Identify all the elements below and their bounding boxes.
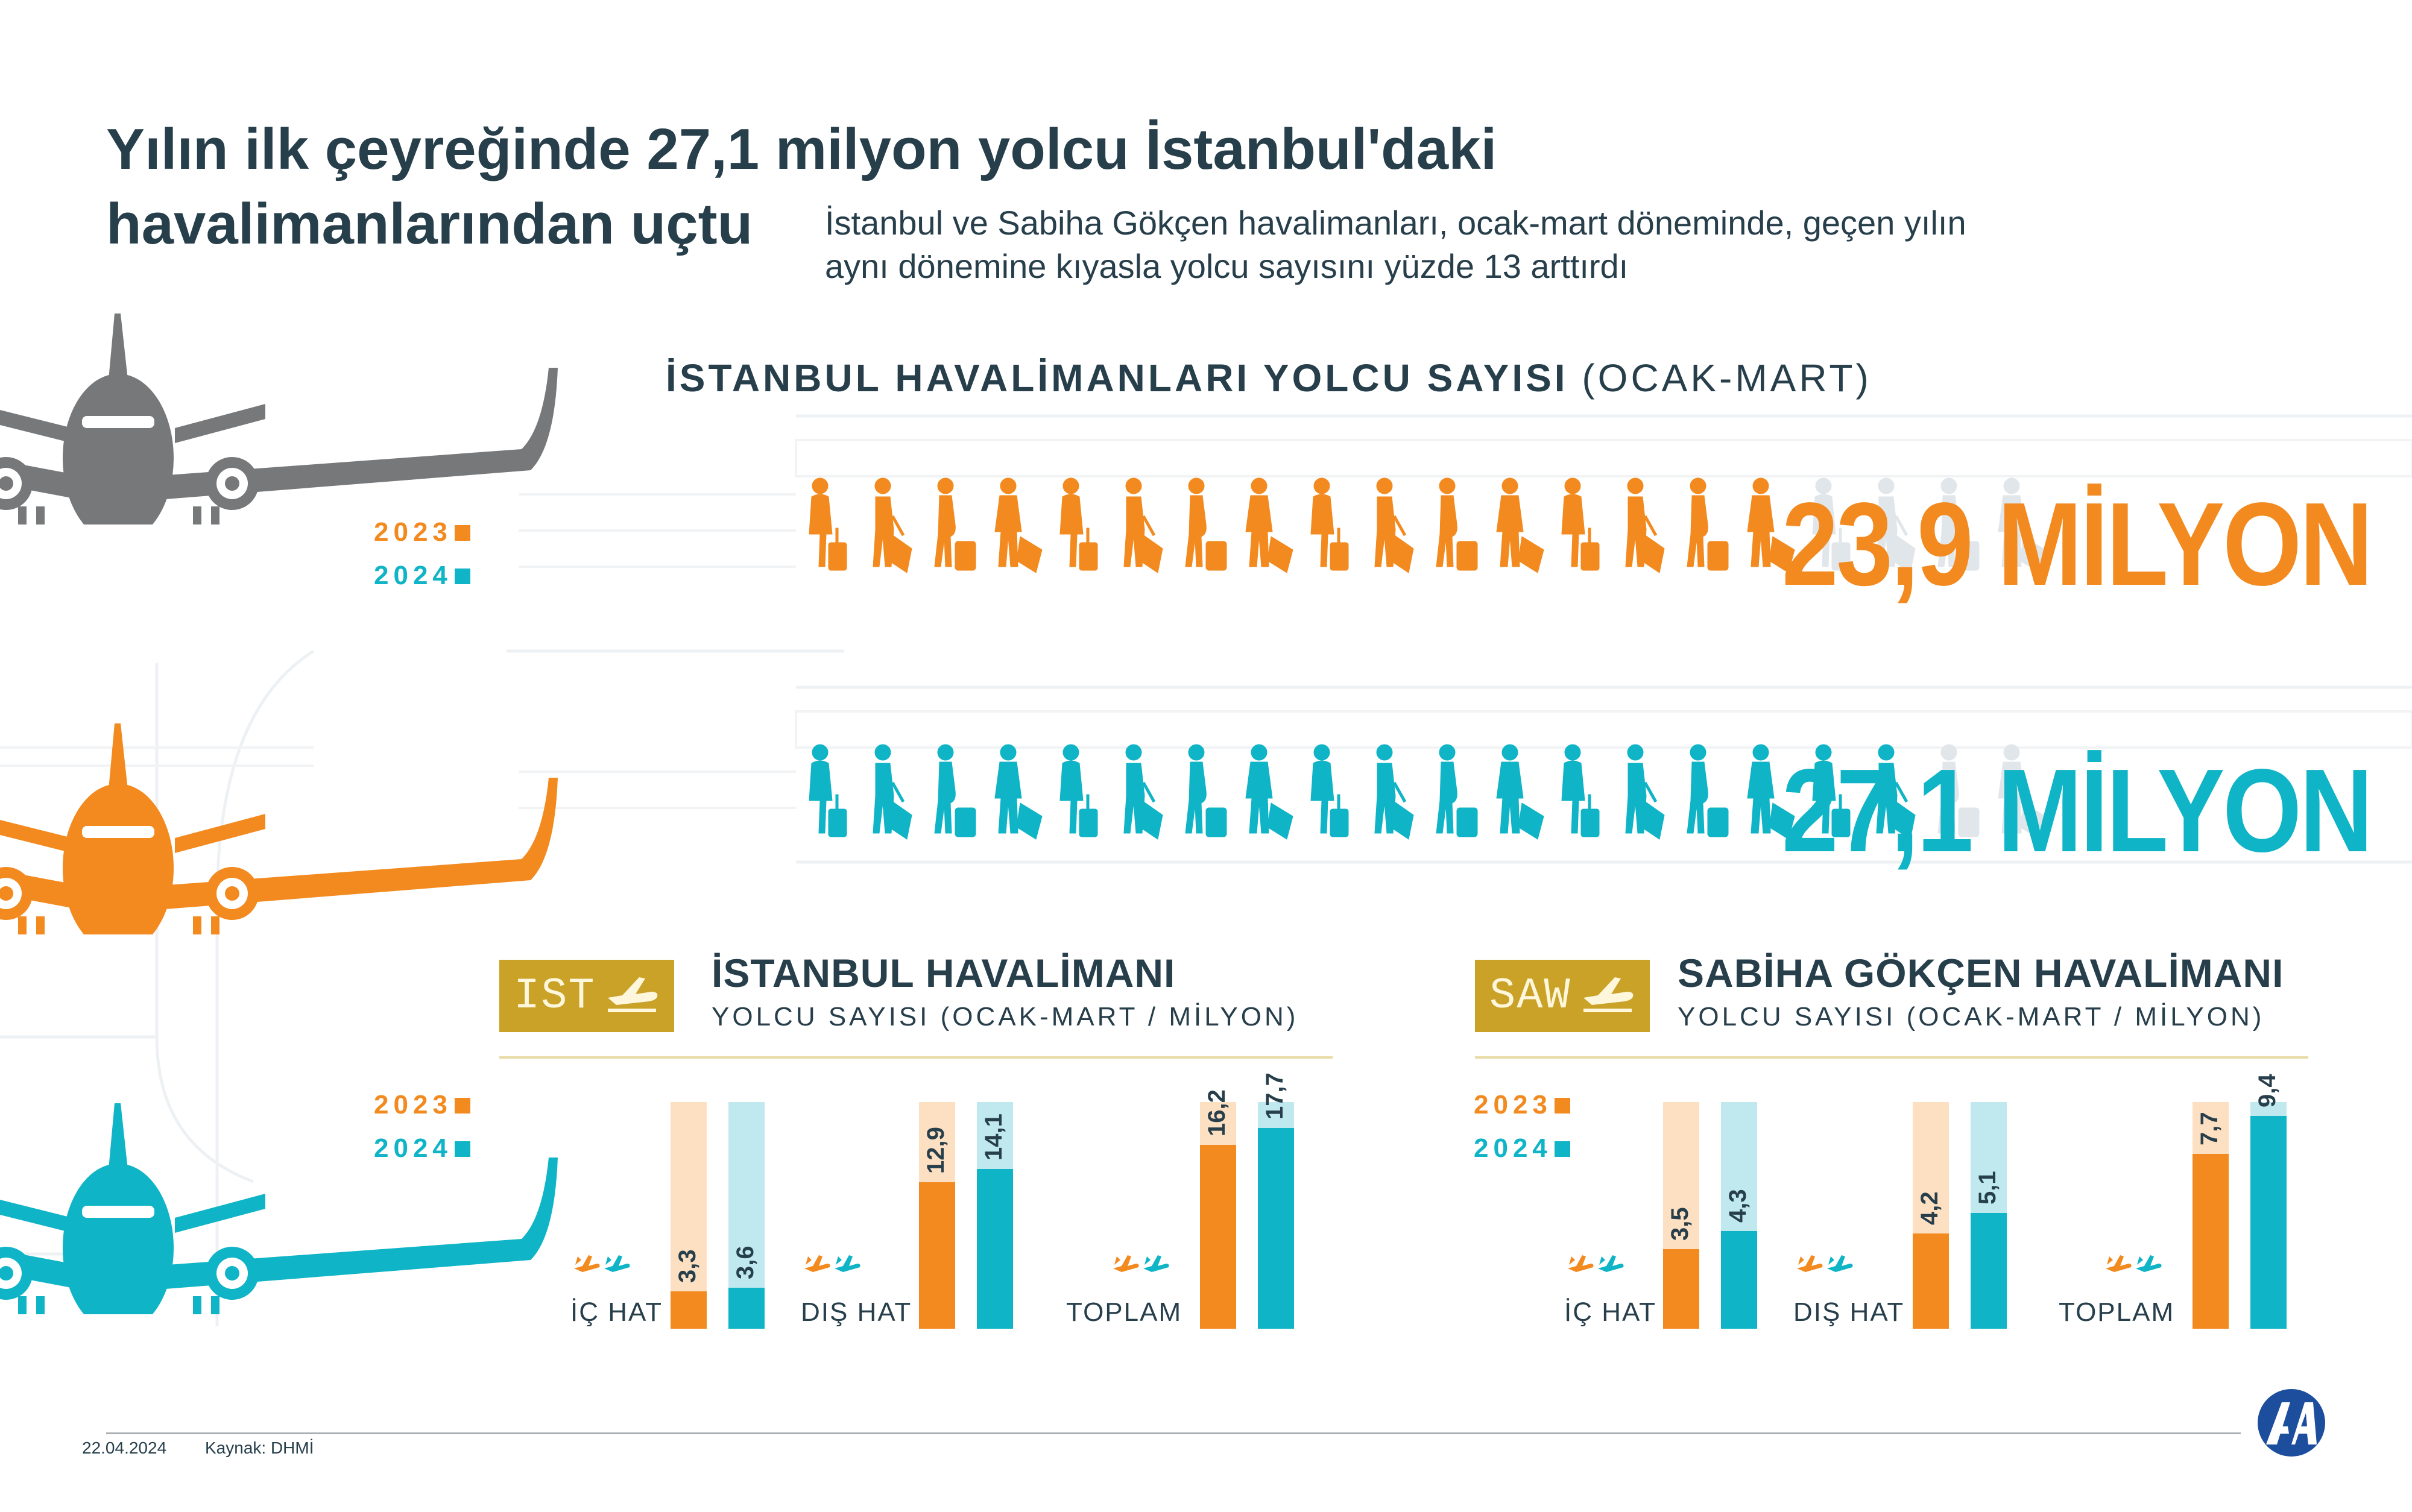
traveler-icon: [934, 744, 976, 837]
teal-airplane-icon: [0, 1103, 558, 1314]
legend-2023-label: 2023: [1474, 1090, 1552, 1120]
ist-airport-subtitle: YOLCU SAYISI (OCAK-MART / MİLYON): [712, 1002, 1299, 1032]
total-2023-value: 23,9 MİLYON: [1782, 478, 2373, 610]
people-row-2024: [809, 744, 2046, 840]
section-title: İSTANBUL HAVALİMANLARI YOLCU SAYISI (OCA…: [666, 356, 1872, 400]
legend-2023-swatch: [1554, 1098, 1570, 1114]
traveler-icon: [1876, 477, 1916, 573]
traveler-icon: [1310, 477, 1349, 571]
traveler-icon: [1496, 744, 1544, 840]
departure-plane-icon: [1583, 977, 1633, 1012]
gray-airplane-icon: [0, 313, 558, 524]
subtitle-line-2: aynı dönemine kıyasla yolcu sayısını yüz…: [825, 247, 1629, 285]
legend-2023-label: 2023: [374, 517, 452, 547]
ist-badge-label: IST: [514, 971, 596, 1021]
traveler-icon: [1245, 744, 1293, 840]
saw-airport-subtitle: YOLCU SAYISI (OCAK-MART / MİLYON): [1678, 1002, 2265, 1032]
page-title: Yılın ilk çeyreğinde 27,1 milyon yolcu İ…: [106, 112, 1614, 262]
traveler-icon: [1185, 477, 1227, 571]
traveler-icon: [1310, 744, 1349, 837]
legend-2024-swatch: [454, 569, 470, 584]
departure-plane-icon: [607, 977, 657, 1012]
traveler-icon: [809, 744, 847, 837]
traveler-icon: [1123, 744, 1163, 840]
traveler-icon: [1123, 477, 1163, 573]
ist-airport-name: İSTANBUL HAVALİMANI: [712, 951, 1176, 995]
traveler-icon: [1687, 477, 1729, 571]
legend-2024-label: 2024: [374, 1133, 452, 1163]
legend-2024-swatch: [454, 1141, 470, 1157]
traveler-icon: [1185, 744, 1227, 837]
traveler-icon: [1937, 477, 1980, 571]
traveler-icon: [809, 477, 847, 571]
traveler-icon: [1998, 477, 2046, 573]
legend-2024-top: 2024: [374, 561, 470, 591]
ist-badge: IST: [499, 960, 674, 1032]
legend-2023-swatch: [454, 1098, 470, 1114]
aa-logo-icon: [2258, 1389, 2325, 1457]
page-subtitle: İstanbul ve Sabiha Gökçen havalimanları,…: [825, 201, 2212, 288]
traveler-icon: [1812, 744, 1851, 837]
traveler-icon: [994, 477, 1043, 573]
traveler-icon: [1812, 477, 1851, 571]
traveler-icon: [1059, 477, 1098, 571]
section-title-bold: İSTANBUL HAVALİMANLARI YOLCU SAYISI: [666, 356, 1568, 400]
traveler-icon: [1561, 477, 1600, 571]
traveler-icon: [1998, 744, 2046, 840]
saw-airport-name: SABİHA GÖKÇEN HAVALİMANI: [1678, 951, 2284, 995]
legend-2024-swatch: [1554, 1141, 1570, 1157]
traveler-icon: [1374, 744, 1414, 840]
traveler-icon: [1687, 744, 1729, 837]
legend-2024-label: 2024: [374, 561, 452, 590]
legend-2023-ist: 2023: [374, 1090, 470, 1120]
legend-2023-top: 2023: [374, 517, 470, 547]
traveler-icon: [1436, 744, 1478, 837]
traveler-icon: [1625, 744, 1665, 840]
traveler-icon: [873, 477, 912, 573]
traveler-icon: [934, 477, 976, 571]
legend-2024-saw: 2024: [1474, 1133, 1570, 1164]
saw-badge-label: SAW: [1489, 971, 1571, 1021]
ist-divider: [499, 1056, 1333, 1059]
traveler-icon: [1374, 477, 1414, 573]
traveler-icon: [1625, 477, 1665, 573]
title-line-1: Yılın ilk çeyreğinde 27,1 milyon yolcu İ…: [106, 117, 1497, 181]
total-2024-value: 27,1 MİLYON: [1782, 745, 2373, 877]
traveler-icon: [1937, 744, 1980, 837]
traveler-icon: [1059, 744, 1098, 837]
saw-badge: SAW: [1475, 960, 1650, 1032]
legend-2023-label: 2023: [374, 1090, 452, 1120]
legend-2023-swatch: [454, 525, 470, 541]
people-row-2023: [809, 477, 2046, 573]
subtitle-line-1: İstanbul ve Sabiha Gökçen havalimanları,…: [825, 204, 1966, 242]
section-title-light: (OCAK-MART): [1582, 356, 1872, 400]
traveler-icon: [1561, 744, 1600, 837]
footer-date: 22.04.2024: [82, 1438, 167, 1457]
traveler-icon: [1245, 477, 1293, 573]
traveler-icon: [873, 744, 912, 840]
traveler-icon: [994, 744, 1043, 840]
footer-source: Kaynak: DHMİ: [205, 1438, 314, 1457]
legend-2023-saw: 2023: [1474, 1090, 1570, 1120]
orange-airplane-icon: [0, 723, 558, 934]
saw-divider: [1475, 1056, 2308, 1059]
traveler-icon: [1747, 744, 1795, 840]
traveler-icon: [1876, 744, 1916, 840]
legend-2024-ist: 2024: [374, 1133, 470, 1164]
title-line-2: havalimanlarından uçtu: [106, 192, 753, 256]
traveler-icon: [1747, 477, 1795, 573]
legend-2024-label: 2024: [1474, 1133, 1552, 1163]
traveler-icon: [1436, 477, 1478, 571]
traveler-icon: [1496, 477, 1544, 573]
footer-divider: [106, 1432, 2241, 1434]
